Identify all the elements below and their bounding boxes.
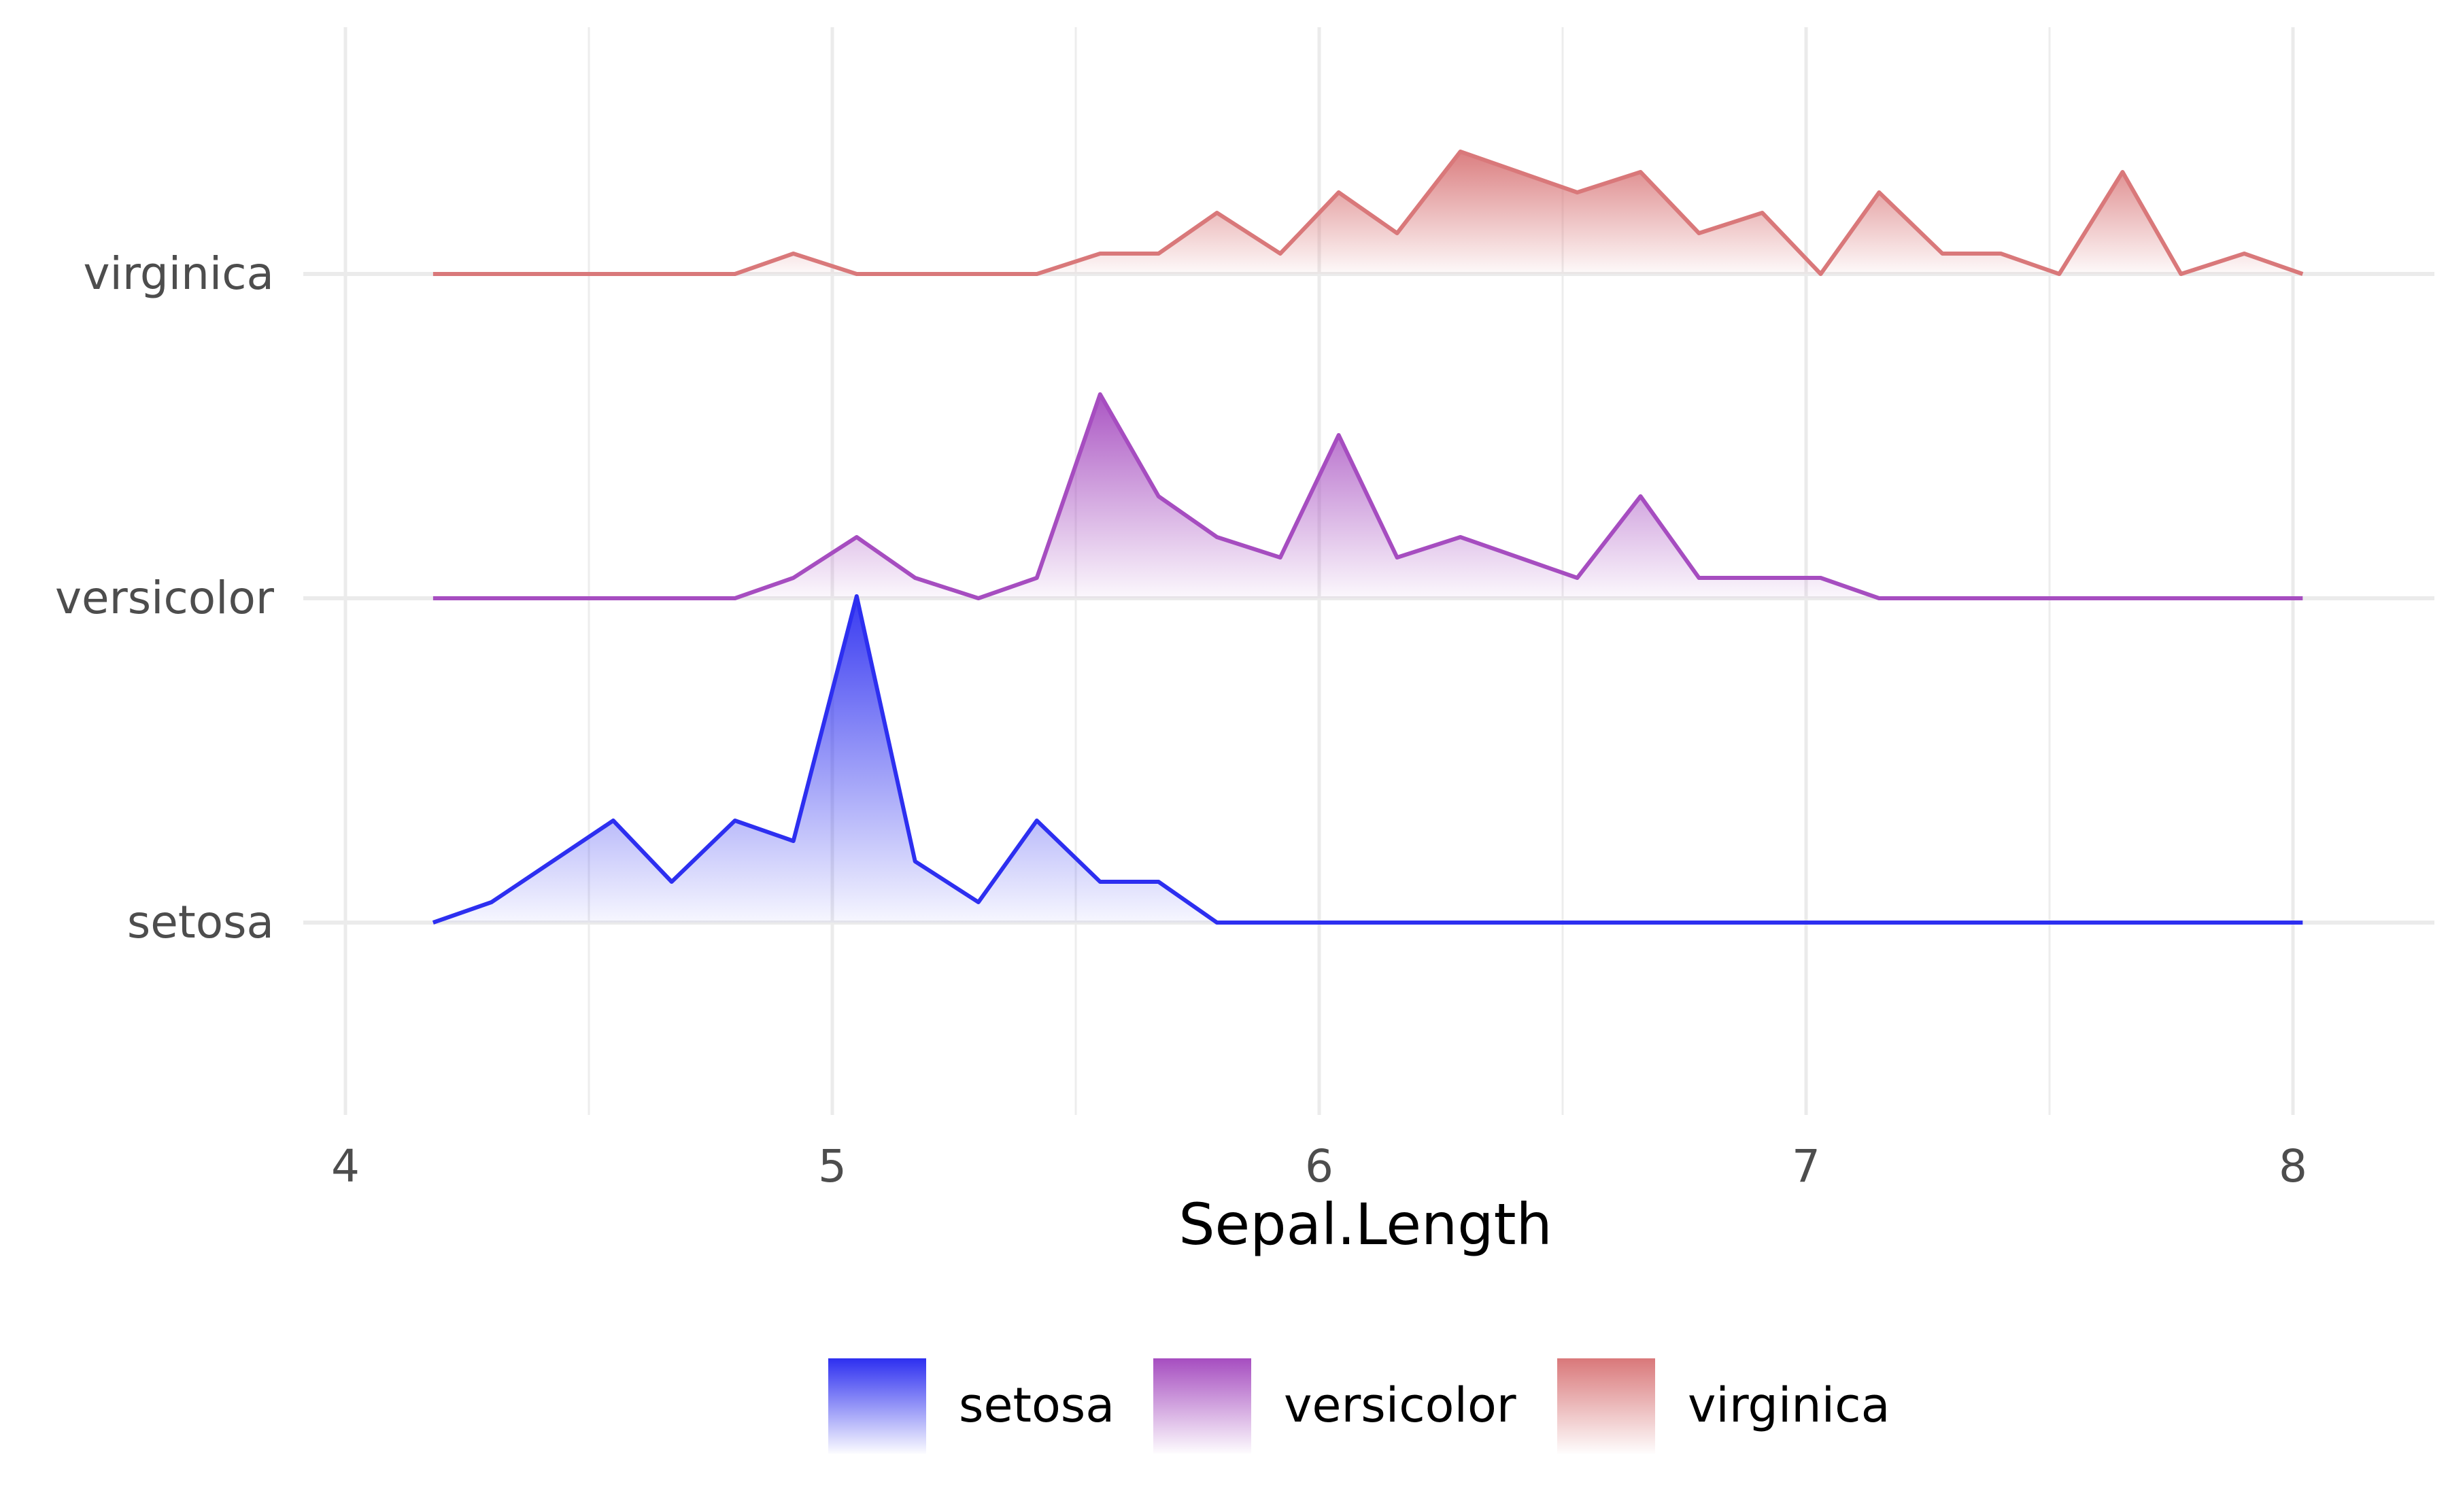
x-tick-label: 8 (2279, 1140, 2307, 1192)
ridge-versicolor (432, 392, 2303, 600)
legend-item-setosa: setosa (828, 1358, 1115, 1454)
legend-label: setosa (959, 1377, 1115, 1433)
y-axis: setosa versicolor virginica (55, 247, 275, 948)
x-tick-label: 5 (818, 1140, 847, 1192)
x-axis: 4 5 6 7 8 (331, 1140, 2307, 1192)
y-tick-label: versicolor (55, 572, 275, 624)
legend-item-versicolor: versicolor (1153, 1358, 1516, 1454)
ridge-area-virginica (432, 152, 2303, 274)
ridges (432, 150, 2304, 925)
x-axis-label: Sepal.Length (1178, 1191, 1552, 1258)
ridge-setosa (432, 594, 2303, 925)
y-tick-label: setosa (127, 896, 274, 948)
x-tick-label: 7 (1792, 1140, 1820, 1192)
x-tick-label: 4 (331, 1140, 360, 1192)
y-tick-label: virginica (84, 247, 275, 300)
legend: setosa versicolor virginica (828, 1358, 1890, 1454)
legend-item-virginica: virginica (1557, 1358, 1890, 1454)
legend-label: versicolor (1284, 1377, 1516, 1433)
ridge-line-virginica (432, 150, 2304, 276)
ridge-area-setosa (432, 596, 2303, 923)
legend-key-versicolor (1153, 1358, 1251, 1454)
ridge-line-versicolor (432, 392, 2303, 600)
legend-key-virginica (1557, 1358, 1655, 1454)
legend-key-setosa (828, 1358, 926, 1454)
legend-label: virginica (1688, 1377, 1890, 1433)
ridge-line-setosa (432, 594, 2303, 925)
x-tick-label: 6 (1305, 1140, 1333, 1192)
ridge-area-versicolor (432, 394, 2303, 598)
ridge-virginica (432, 150, 2304, 276)
